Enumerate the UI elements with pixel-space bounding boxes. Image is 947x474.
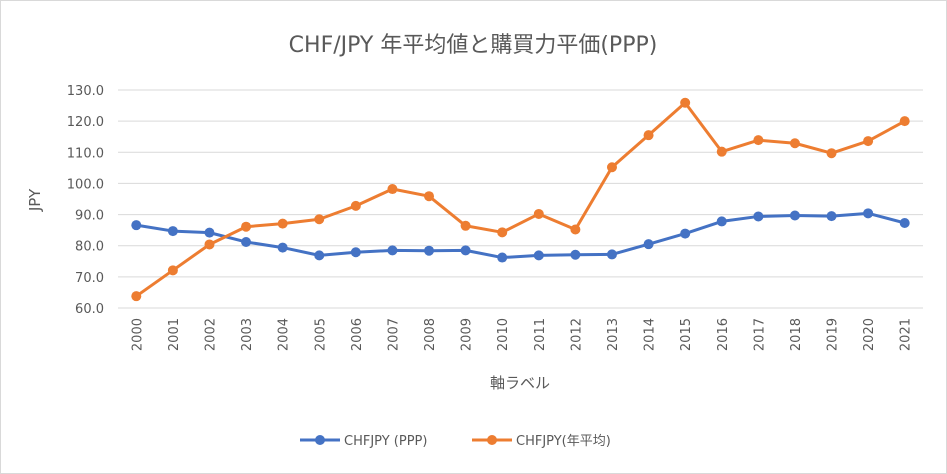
x-tick-label: 2004	[277, 318, 292, 351]
legend-label: CHFJPY(年平均)	[516, 434, 611, 449]
data-point	[570, 224, 581, 235]
data-point	[533, 208, 544, 219]
data-point	[241, 236, 252, 247]
y-tick-label: 130.0	[67, 84, 104, 99]
data-point	[131, 291, 142, 302]
x-tick-label: 2014	[643, 318, 658, 351]
data-point	[533, 250, 544, 261]
x-tick-label: 2008	[423, 318, 438, 351]
data-point	[314, 214, 325, 225]
series-group	[131, 97, 910, 302]
data-point	[680, 97, 691, 108]
y-tick-label: 120.0	[67, 115, 104, 130]
x-tick-label: 2010	[496, 318, 511, 351]
data-point	[167, 226, 178, 237]
data-point	[643, 130, 654, 141]
data-point	[204, 227, 215, 238]
legend-marker	[487, 435, 497, 445]
legend-marker	[315, 435, 325, 445]
data-point	[424, 245, 435, 256]
y-axis-ticks: 60.0 70.0 80.0 90.0 100.0 110.0 120.0 130.0	[67, 84, 104, 317]
series-1	[131, 97, 910, 302]
x-tick-label: 2009	[460, 318, 475, 351]
data-point	[789, 210, 800, 221]
y-tick-label: 90.0	[75, 209, 104, 224]
data-point	[899, 217, 910, 228]
x-axis-ticks: 2000 2001 2002 2003 2004 2005 2006 2007 2008 2009…	[130, 318, 913, 351]
data-point	[167, 265, 178, 276]
y-tick-label: 60.0	[75, 302, 104, 317]
data-point	[789, 138, 800, 149]
x-tick-label: 2002	[203, 318, 218, 351]
data-point	[606, 162, 617, 173]
data-point	[387, 184, 398, 195]
y-tick-label: 80.0	[75, 240, 104, 255]
data-point	[350, 200, 361, 211]
x-tick-label: 2006	[350, 318, 365, 351]
x-tick-label: 2007	[386, 318, 401, 351]
data-point	[497, 227, 508, 238]
x-tick-label: 2016	[716, 318, 731, 351]
data-point	[643, 239, 654, 250]
data-point	[277, 242, 288, 253]
y-tick-label: 100.0	[67, 177, 104, 192]
x-tick-label: 2017	[752, 318, 767, 351]
data-point	[863, 136, 874, 147]
data-point	[753, 135, 764, 146]
legend-item: CHFJPY (PPP)	[300, 434, 427, 449]
data-point	[826, 211, 837, 222]
data-point	[570, 249, 581, 260]
legend-item: CHFJPY(年平均)	[472, 434, 611, 449]
data-point	[497, 252, 508, 263]
x-tick-label: 2001	[167, 318, 182, 351]
x-tick-label: 2005	[313, 318, 328, 351]
data-point	[131, 220, 142, 231]
x-tick-label: 2019	[826, 318, 841, 351]
data-point	[314, 250, 325, 261]
gridlines	[118, 89, 923, 278]
series-line	[134, 101, 907, 298]
y-tick-label: 70.0	[75, 271, 104, 286]
x-tick-label: 2011	[533, 318, 548, 351]
data-point	[277, 218, 288, 229]
data-point	[460, 220, 471, 231]
chart-title: CHF/JPY 年平均値と購買力平価(PPP)	[289, 33, 658, 58]
data-point	[424, 191, 435, 202]
data-point	[826, 148, 837, 159]
x-tick-label: 2018	[789, 318, 804, 351]
x-tick-label: 2015	[679, 318, 694, 351]
x-tick-label: 2013	[606, 318, 621, 351]
series-0	[131, 208, 910, 263]
data-point	[204, 239, 215, 250]
data-point	[387, 245, 398, 256]
x-tick-label: 2012	[569, 318, 584, 351]
legend: CHFJPY (PPP) CHFJPY(年平均)	[300, 434, 611, 449]
series-line	[134, 211, 907, 260]
data-point	[606, 249, 617, 260]
x-axis-title: 軸ラベル	[490, 374, 550, 392]
x-tick-label: 2020	[862, 318, 877, 351]
data-point	[753, 211, 764, 222]
data-point	[350, 247, 361, 258]
x-tick-label: 2021	[899, 318, 914, 351]
data-point	[716, 146, 727, 157]
data-point	[241, 221, 252, 232]
data-point	[680, 228, 691, 239]
data-point	[863, 208, 874, 219]
data-point	[460, 245, 471, 256]
data-point	[899, 116, 910, 127]
y-axis-title: JPY	[26, 188, 44, 212]
data-point	[716, 216, 727, 227]
x-tick-label: 2000	[130, 318, 145, 351]
legend-label: CHFJPY (PPP)	[344, 434, 427, 449]
y-tick-label: 110.0	[67, 146, 104, 161]
x-tick-label: 2003	[240, 318, 255, 351]
